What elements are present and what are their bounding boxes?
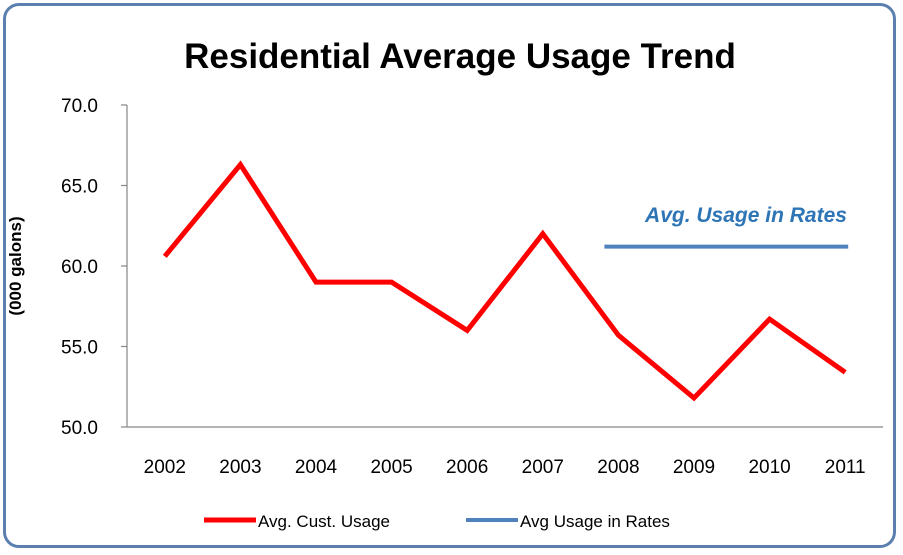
x-tick-label: 2010 [748, 457, 790, 478]
x-tick-label: 2003 [219, 457, 261, 478]
legend: Avg. Cust. Usage Avg Usage in Rates [204, 512, 670, 531]
series-lines [162, 160, 849, 402]
x-tick-label: 2008 [597, 457, 639, 478]
x-tick-label: 2011 [825, 457, 866, 478]
x-tick-label: 2004 [295, 457, 338, 478]
x-tick-label: 2005 [370, 457, 412, 478]
annotation-label: Avg. Usage in Rates [644, 204, 847, 227]
x-tick-label: 2006 [446, 457, 488, 478]
x-tick-label: 2007 [522, 457, 564, 478]
series-line-avg-cust-usage [162, 160, 847, 402]
x-tick-label: 2002 [144, 457, 186, 478]
legend-label: Avg. Cust. Usage [258, 512, 390, 531]
y-tick-label: 65.0 [61, 177, 98, 198]
legend-label: Avg Usage in Rates [520, 512, 670, 531]
y-tick-label: 55.0 [61, 338, 98, 359]
axes [126, 105, 883, 428]
chart-frame [3, 3, 896, 548]
x-tick-label: 2009 [673, 457, 715, 478]
chart-title: Residential Average Usage Trend [184, 37, 736, 76]
y-tick-labels: 50.0 55.0 60.0 65.0 70.0 [61, 96, 127, 439]
y-axis-label: (000 galons) [6, 216, 25, 315]
x-tick-labels: 2002 2003 2004 2005 2006 2007 2008 2009 2010 2011 [144, 457, 866, 478]
y-tick-label: 60.0 [61, 257, 98, 278]
y-tick-label: 50.0 [61, 418, 98, 439]
y-tick-label: 70.0 [61, 96, 98, 117]
